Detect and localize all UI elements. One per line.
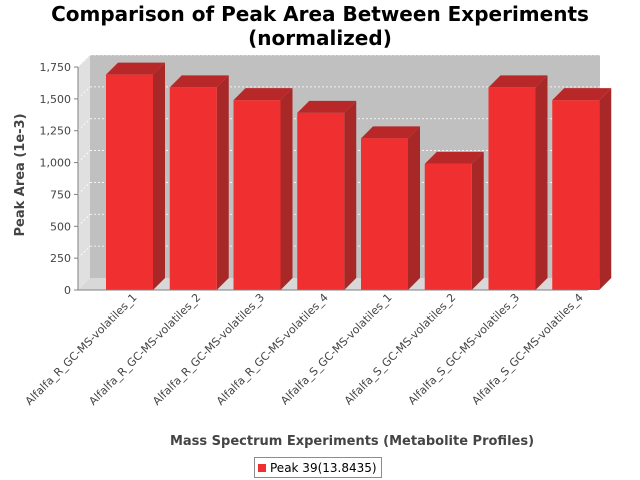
bar-front (297, 112, 345, 290)
y-tick-label: 500 (50, 220, 71, 233)
legend-label: Peak 39(13.8435) (270, 460, 377, 475)
bar-front (233, 100, 281, 290)
x-tick-label: Alfalfa_S_GC-MS-volatiles_2 (342, 291, 458, 407)
x-tick-label: Alfalfa_R_GC-MS-volatiles_3 (150, 291, 267, 408)
gridline-side (77, 118, 91, 131)
y-tick-label: 1,250 (40, 125, 72, 138)
x-tick-label: Alfalfa_S_GC-MS-volatiles_4 (469, 291, 585, 407)
legend-swatch (258, 463, 266, 472)
bar-top (106, 62, 165, 75)
bar-front (488, 87, 536, 290)
bar (297, 100, 357, 290)
bar-front (424, 163, 472, 290)
bar (169, 75, 229, 290)
bar-side (280, 88, 293, 290)
bar-front (361, 138, 408, 290)
bar-side (153, 62, 165, 290)
y-axis-label: Peak Area (1e-3) (13, 113, 28, 236)
bar-side (599, 88, 612, 290)
y-tick-label: 0 (64, 284, 71, 297)
bar-top (297, 100, 357, 113)
y-tick-label: 750 (50, 188, 71, 201)
x-tick-label: Alfalfa_R_GC-MS-volatiles_1 (23, 291, 140, 408)
y-tick-label: 1,000 (40, 157, 72, 170)
bar-side (471, 151, 484, 290)
bar-side (216, 75, 229, 290)
x-tick-label: Alfalfa_S_GC-MS-volatiles_3 (406, 291, 522, 407)
bar-top (488, 75, 548, 88)
bar-top (424, 151, 484, 164)
bar-front (169, 87, 217, 290)
bar-side (535, 75, 548, 290)
bar-side (408, 126, 420, 290)
x-tick-label: Alfalfa_R_GC-MS-volatiles_4 (214, 291, 331, 408)
x-tick-label: Alfalfa_R_GC-MS-volatiles_2 (86, 291, 203, 408)
bar-side (344, 100, 357, 290)
bar-top (361, 126, 420, 139)
bar-top (233, 88, 293, 101)
chart-title-line-1: Comparison of Peak Area Between Experime… (51, 2, 589, 26)
bar-top (169, 75, 229, 88)
bar-front (552, 100, 600, 290)
x-axis-label: Mass Spectrum Experiments (Metabolite Pr… (170, 434, 534, 449)
bars (106, 62, 612, 290)
bar-front (106, 74, 153, 290)
bar (424, 151, 484, 290)
gridline-side (77, 245, 91, 259)
legend: Peak 39(13.8435) (254, 457, 382, 478)
bar (361, 126, 420, 290)
plot-side-wall (78, 55, 90, 290)
chart-title: Comparison of Peak Area Between Experime… (0, 2, 640, 50)
gridline-side (77, 86, 91, 100)
y-tick-label: 1,750 (40, 61, 72, 74)
gridline-side (77, 54, 91, 68)
y-tick-label: 1,500 (40, 93, 72, 106)
y-tick-label: 250 (50, 252, 71, 265)
bar (488, 75, 548, 290)
x-tick-label: Alfalfa_S_GC-MS-volatiles_1 (278, 291, 394, 407)
gridline-side (77, 150, 91, 163)
bar-top (552, 88, 612, 101)
gridline-side (77, 182, 91, 195)
gridline-side (77, 214, 91, 227)
bar (106, 62, 165, 290)
bar (233, 88, 293, 290)
chart-title-line-2: (normalized) (248, 26, 392, 50)
bar (552, 88, 612, 290)
